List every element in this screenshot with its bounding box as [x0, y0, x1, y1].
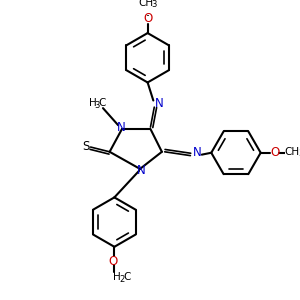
Text: CH: CH	[284, 147, 300, 157]
Text: N: N	[193, 146, 201, 159]
Text: 2: 2	[119, 274, 124, 284]
Text: 3: 3	[94, 101, 100, 110]
Text: CH: CH	[138, 0, 153, 8]
Text: S: S	[82, 140, 90, 153]
Text: N: N	[117, 121, 125, 134]
Text: H: H	[88, 98, 96, 108]
Text: C: C	[123, 272, 130, 282]
Text: 3: 3	[298, 149, 300, 158]
Text: N: N	[154, 97, 164, 110]
Text: N: N	[136, 164, 145, 177]
Text: 3: 3	[152, 0, 157, 9]
Text: O: O	[143, 12, 152, 25]
Text: O: O	[109, 255, 118, 268]
Text: C: C	[98, 98, 106, 108]
Text: H: H	[113, 272, 121, 282]
Text: O: O	[270, 146, 280, 159]
